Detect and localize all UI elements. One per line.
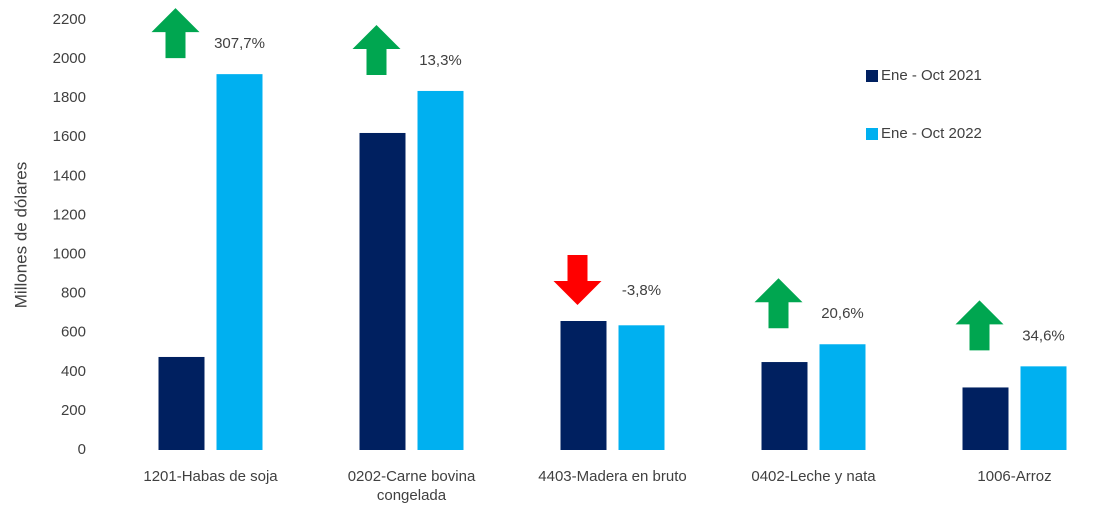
- annotation-label: 34,6%: [1022, 327, 1065, 344]
- annotation-label: 307,7%: [214, 35, 265, 52]
- y-tick-label: 0: [78, 441, 86, 458]
- y-tick-label: 1800: [53, 89, 86, 106]
- x-tick-label: 0402-Leche y nata: [751, 468, 876, 485]
- bar: [761, 362, 808, 450]
- y-tick-label: 600: [61, 324, 86, 341]
- bar: [819, 344, 866, 450]
- change-arrow: [754, 278, 803, 329]
- x-tick-label: 1006-Arroz: [977, 468, 1052, 485]
- legend-label: Ene - Oct 2021: [881, 67, 982, 84]
- change-arrow: [352, 24, 401, 75]
- annotation-label: 20,6%: [821, 305, 864, 322]
- y-tick-label: 2200: [53, 11, 86, 28]
- y-axis-label: Millones de dólares: [11, 162, 30, 308]
- x-tick-label: 0202-Carne bovina congelada: [347, 468, 476, 504]
- y-tick-label: 1200: [53, 206, 86, 223]
- bar: [618, 325, 665, 450]
- y-tick-label: 1400: [53, 167, 86, 184]
- bar: [158, 356, 205, 450]
- change-arrow: [955, 300, 1004, 351]
- change-arrow: [151, 8, 200, 59]
- x-tick-label: 1201-Habas de soja: [143, 468, 278, 485]
- x-tick-label: 4403-Madera en bruto: [538, 468, 687, 485]
- legend-label: Ene - Oct 2022: [881, 125, 982, 142]
- y-tick-label: 800: [61, 285, 86, 302]
- bar: [962, 387, 1009, 450]
- change-arrow: [553, 255, 602, 305]
- annotation-label: -3,8%: [622, 282, 661, 299]
- y-tick-label: 400: [61, 363, 86, 380]
- bar: [560, 321, 607, 450]
- bar: [1020, 366, 1067, 450]
- y-tick-label: 1600: [53, 128, 86, 145]
- annotation-label: 13,3%: [419, 52, 462, 69]
- legend-swatch: [866, 128, 878, 140]
- bar: [417, 90, 464, 450]
- y-tick-label: 200: [61, 402, 86, 419]
- legend-swatch: [866, 70, 878, 82]
- y-tick-label: 2000: [53, 50, 86, 67]
- y-tick-label: 1000: [53, 246, 86, 263]
- bar: [216, 74, 263, 451]
- bar: [359, 132, 406, 451]
